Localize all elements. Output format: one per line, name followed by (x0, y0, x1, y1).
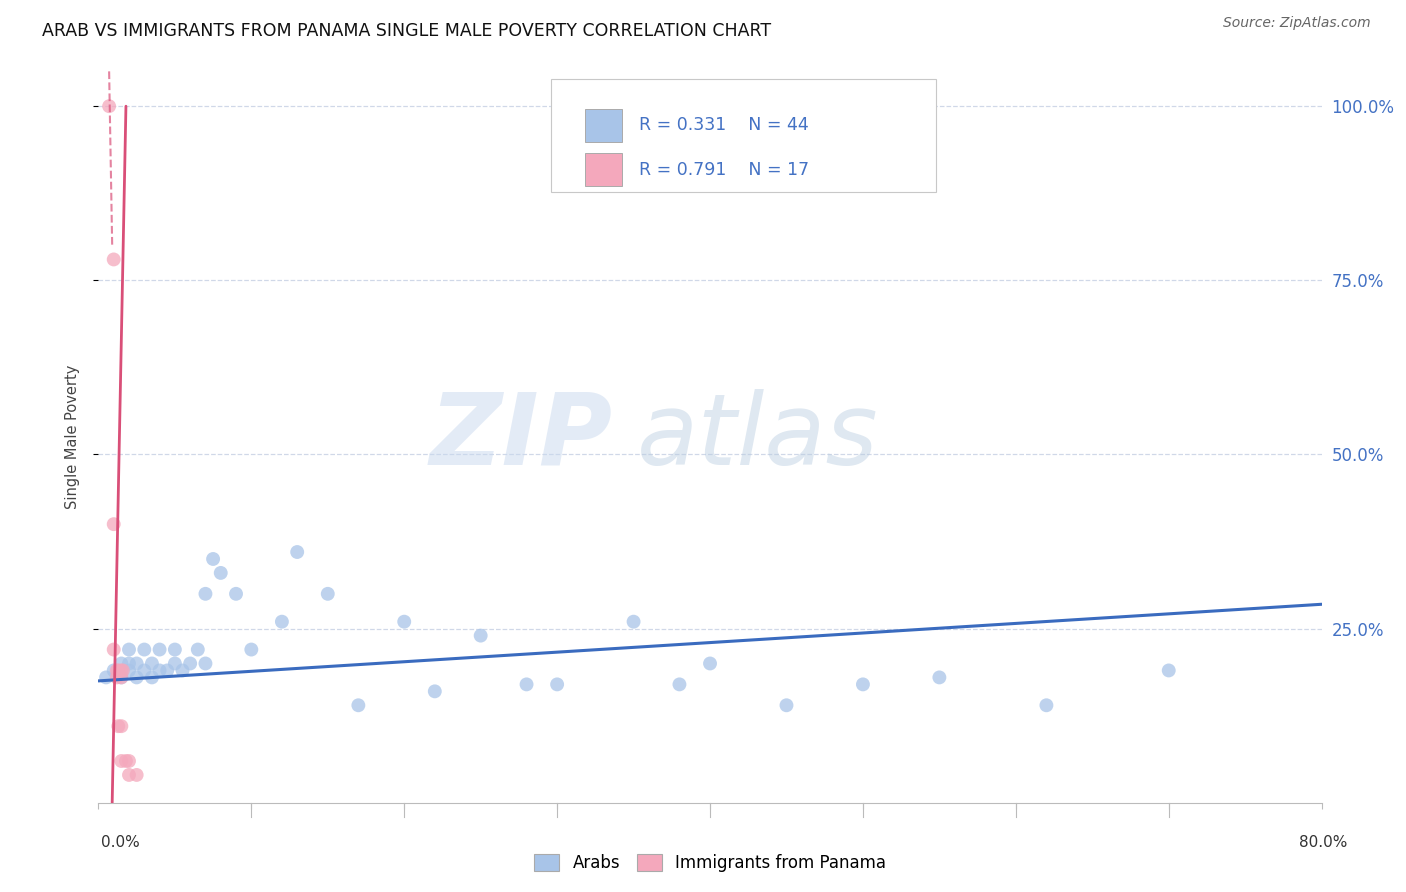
Text: atlas: atlas (637, 389, 879, 485)
Point (103, 517, 125, 532)
Text: R = 0.791    N = 17: R = 0.791 N = 17 (640, 161, 810, 179)
Point (240, 642, 263, 657)
Point (110, 657, 132, 671)
Point (103, 252, 125, 267)
Text: Source: ZipAtlas.com: Source: ZipAtlas.com (1223, 16, 1371, 30)
Point (194, 657, 217, 671)
Point (110, 670, 132, 684)
Bar (585, 109, 621, 142)
Point (118, 664, 141, 678)
Point (107, 664, 129, 678)
Point (94, 670, 117, 684)
Point (172, 664, 194, 678)
Point (392, 615, 416, 629)
Point (156, 664, 179, 678)
Point (285, 545, 308, 559)
Legend: Arabs, Immigrants from Panama: Arabs, Immigrants from Panama (527, 847, 893, 879)
Point (1035, 698, 1057, 713)
Point (225, 587, 247, 601)
Point (103, 664, 125, 678)
Point (1157, 664, 1180, 678)
Point (134, 642, 156, 657)
Point (98, 99, 121, 113)
Point (125, 768, 148, 782)
Point (141, 657, 163, 671)
Bar (585, 153, 621, 186)
Point (623, 615, 645, 629)
Point (316, 587, 339, 601)
Point (118, 657, 141, 671)
Text: ZIP: ZIP (429, 389, 612, 485)
Point (105, 670, 128, 684)
Point (149, 664, 172, 678)
Point (194, 587, 217, 601)
Point (187, 642, 209, 657)
Point (423, 684, 446, 698)
Point (347, 698, 370, 713)
Point (179, 657, 201, 671)
Point (546, 677, 568, 691)
Point (110, 664, 132, 678)
Point (202, 552, 225, 566)
Point (270, 615, 292, 629)
Y-axis label: Single Male Poverty: Single Male Poverty (65, 365, 80, 509)
Point (118, 768, 141, 782)
Point (149, 642, 172, 657)
Point (125, 657, 148, 671)
Point (110, 754, 132, 768)
Point (110, 719, 132, 733)
Point (928, 670, 950, 684)
Point (107, 719, 129, 733)
Point (125, 670, 148, 684)
Point (118, 754, 141, 768)
Text: 80.0%: 80.0% (1299, 836, 1347, 850)
Point (699, 657, 721, 671)
Point (111, 664, 134, 678)
Point (110, 670, 132, 684)
Point (668, 677, 690, 691)
Point (118, 642, 141, 657)
Point (103, 642, 125, 657)
Point (105, 664, 128, 678)
Point (163, 642, 186, 657)
Text: R = 0.331    N = 44: R = 0.331 N = 44 (640, 117, 808, 135)
Text: 0.0%: 0.0% (101, 836, 141, 850)
FancyBboxPatch shape (551, 78, 936, 192)
Point (115, 754, 138, 768)
Point (852, 677, 875, 691)
Point (163, 657, 186, 671)
Point (134, 664, 156, 678)
Point (775, 698, 797, 713)
Point (470, 629, 492, 643)
Point (516, 677, 538, 691)
Point (209, 566, 232, 580)
Point (141, 670, 163, 684)
Text: ARAB VS IMMIGRANTS FROM PANAMA SINGLE MALE POVERTY CORRELATION CHART: ARAB VS IMMIGRANTS FROM PANAMA SINGLE MA… (42, 22, 772, 40)
